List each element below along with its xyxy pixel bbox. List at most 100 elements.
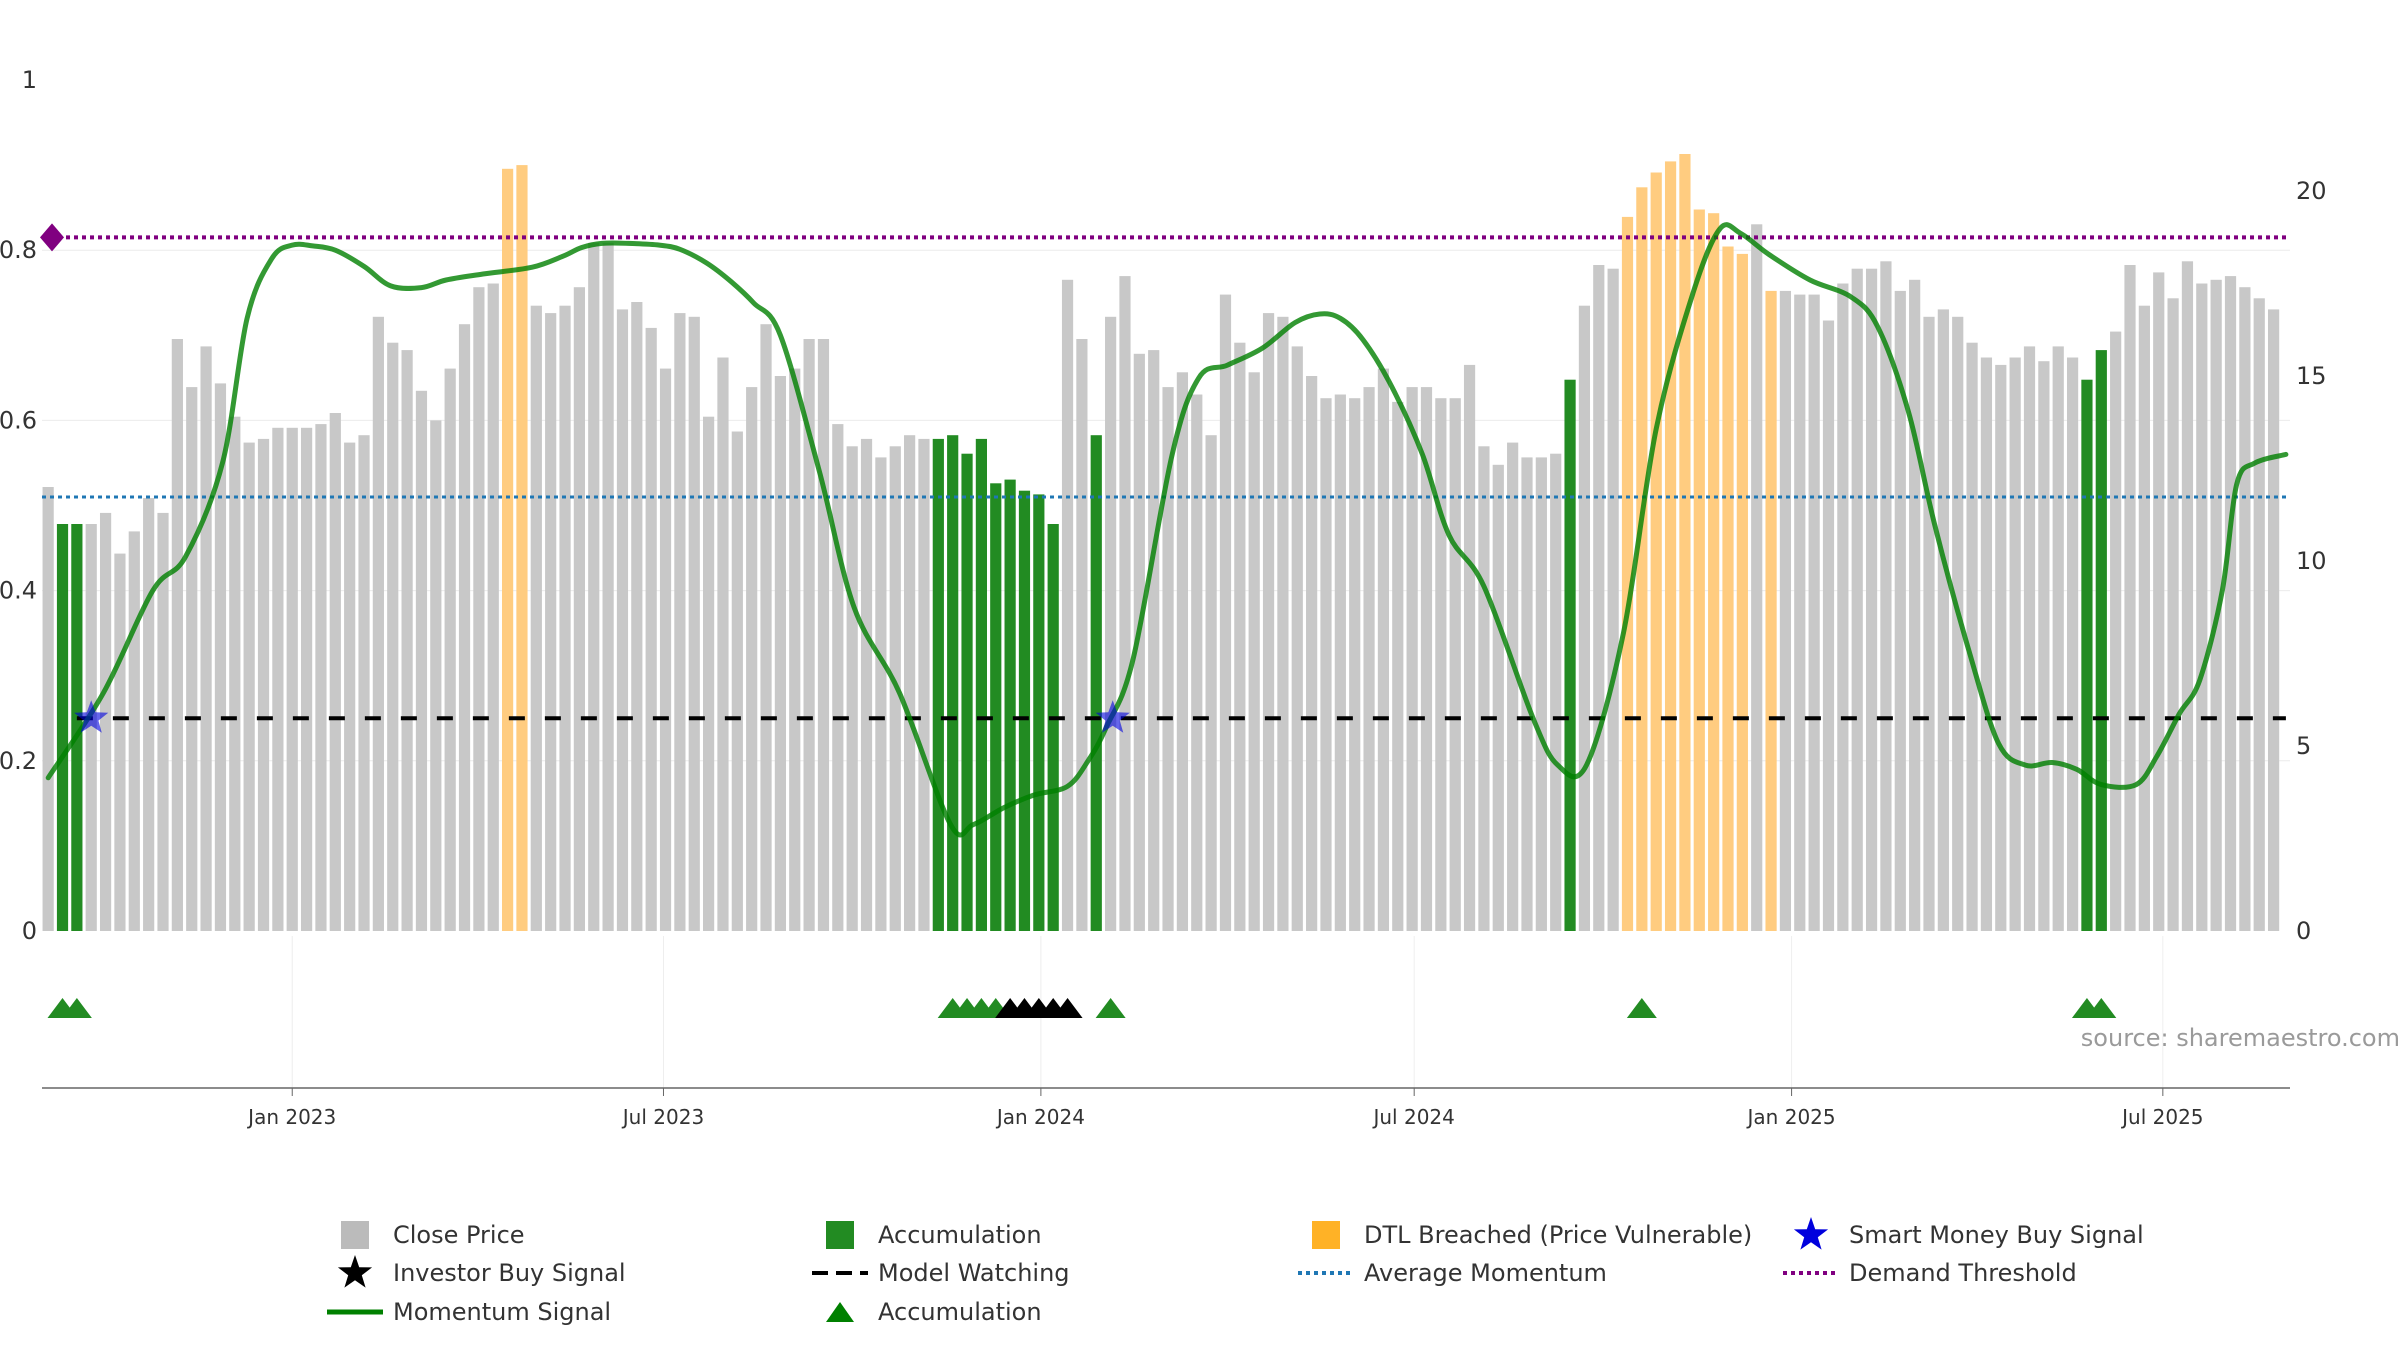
left-tick-label: 0.8 <box>0 236 37 264</box>
close-price-bar <box>2253 298 2265 931</box>
accumulation-bar <box>1564 379 1576 931</box>
close-price-bar <box>272 427 284 931</box>
close-price-bar <box>1219 294 1232 932</box>
dtl-bar <box>501 168 514 932</box>
left-tick-label: 0.6 <box>0 406 37 434</box>
smart-money-buy-star <box>1095 700 1130 733</box>
close-price-bar <box>1923 316 1935 931</box>
close-price-bar <box>789 368 801 932</box>
accumulation-bar <box>961 453 973 931</box>
close-price-bar <box>2124 265 2136 931</box>
right-tick-label: 10 <box>2296 547 2327 575</box>
close-price-bar <box>300 427 313 931</box>
close-price-bar <box>746 387 758 932</box>
close-price-bar <box>1191 394 1203 931</box>
dtl-bar <box>1765 290 1777 931</box>
source-label: source: sharemaestro.com <box>2080 1024 2400 1052</box>
accumulation-bar <box>1033 494 1045 931</box>
x-tick-label: Jul 2023 <box>621 1105 704 1129</box>
close-price-bar <box>2110 331 2122 932</box>
close-price-bar <box>372 316 384 931</box>
close-price-bar <box>99 512 112 931</box>
close-price-bar <box>186 387 198 932</box>
dtl-bar <box>1679 154 1691 931</box>
close-price-bar <box>1262 313 1275 932</box>
close-price-bar <box>1535 457 1547 931</box>
close-price-bar <box>1966 342 1978 931</box>
close-price-bar <box>157 512 169 931</box>
close-price-bar <box>1478 446 1490 931</box>
close-price-bar <box>545 313 557 932</box>
close-price-bar <box>1406 387 1418 932</box>
close-price-bar <box>846 446 858 931</box>
dtl-bar <box>1621 216 1634 931</box>
right-tick-label: 15 <box>2296 362 2327 390</box>
dtl-bar <box>1664 161 1677 931</box>
dtl-bar <box>516 165 528 932</box>
accumulation-bar <box>1004 479 1016 931</box>
dtl-bar <box>1693 209 1705 931</box>
close-price-bar <box>415 390 428 931</box>
close-price-bar <box>1751 224 1763 932</box>
close-price-bar <box>229 416 241 931</box>
close-price-bar <box>2196 283 2208 931</box>
close-price-bar <box>1277 316 1289 931</box>
right-tick-label: 20 <box>2296 177 2327 205</box>
close-price-bar <box>444 368 456 932</box>
accumulation-bar <box>990 483 1002 931</box>
close-price-bar <box>1334 394 1346 931</box>
close-price-bar <box>1248 372 1260 931</box>
close-price-bar <box>817 339 830 931</box>
close-price-bar <box>2239 287 2251 931</box>
close-price-bar <box>1593 265 1605 931</box>
close-price-bar <box>2210 279 2222 931</box>
close-price-bar <box>1995 364 2007 931</box>
accumulation-bar <box>975 438 988 931</box>
dtl-bar <box>1722 246 1734 931</box>
left-tick-label: 0 <box>22 917 37 945</box>
accumulation-triangle <box>2086 998 2117 1018</box>
close-price-bar <box>616 309 629 931</box>
close-price-bar <box>42 487 54 931</box>
close-price-bar <box>1851 268 1863 931</box>
close-price-bar <box>832 424 844 931</box>
close-price-bar <box>731 431 743 931</box>
close-price-bar <box>1377 368 1390 932</box>
left-tick-label: 0.4 <box>0 577 37 605</box>
close-price-bar <box>1492 464 1504 931</box>
close-price-bar <box>645 327 657 931</box>
accumulation-triangle <box>1095 998 1126 1018</box>
close-price-bar <box>243 442 255 931</box>
close-price-bar <box>1937 309 1949 931</box>
close-price-bar <box>717 357 729 931</box>
accumulation-bar <box>2095 350 2107 932</box>
close-price-bar <box>1894 290 1906 931</box>
close-price-bar <box>387 342 399 931</box>
close-price-bar <box>171 339 183 931</box>
accumulation-triangle <box>61 998 92 1018</box>
close-price-bar <box>114 553 126 931</box>
close-price-bar <box>358 435 370 931</box>
close-price-bar <box>1507 442 1519 931</box>
close-price-bar <box>1952 316 1964 931</box>
close-price-bar <box>573 287 585 931</box>
close-price-bar <box>473 287 485 931</box>
momentum-signal-line <box>45 222 2289 838</box>
close-price-bar <box>1607 268 1619 931</box>
close-price-bar <box>1176 372 1189 931</box>
close-price-bar <box>1435 398 1447 931</box>
close-price-bar <box>2267 309 2280 931</box>
close-price-bar <box>2138 305 2150 931</box>
right-tick-label: 0 <box>2296 917 2311 945</box>
close-price-bar <box>1363 387 1375 932</box>
close-price-bar <box>2066 357 2079 931</box>
close-price-bar <box>588 242 600 932</box>
close-price-bar <box>860 438 873 931</box>
close-price-bar <box>530 305 542 931</box>
close-price-bar <box>1550 453 1562 931</box>
accumulation-bar <box>56 524 69 931</box>
close-price-bar <box>602 242 614 932</box>
x-tick-label: Jan 2023 <box>246 1105 336 1129</box>
accumulation-bar <box>71 524 83 931</box>
